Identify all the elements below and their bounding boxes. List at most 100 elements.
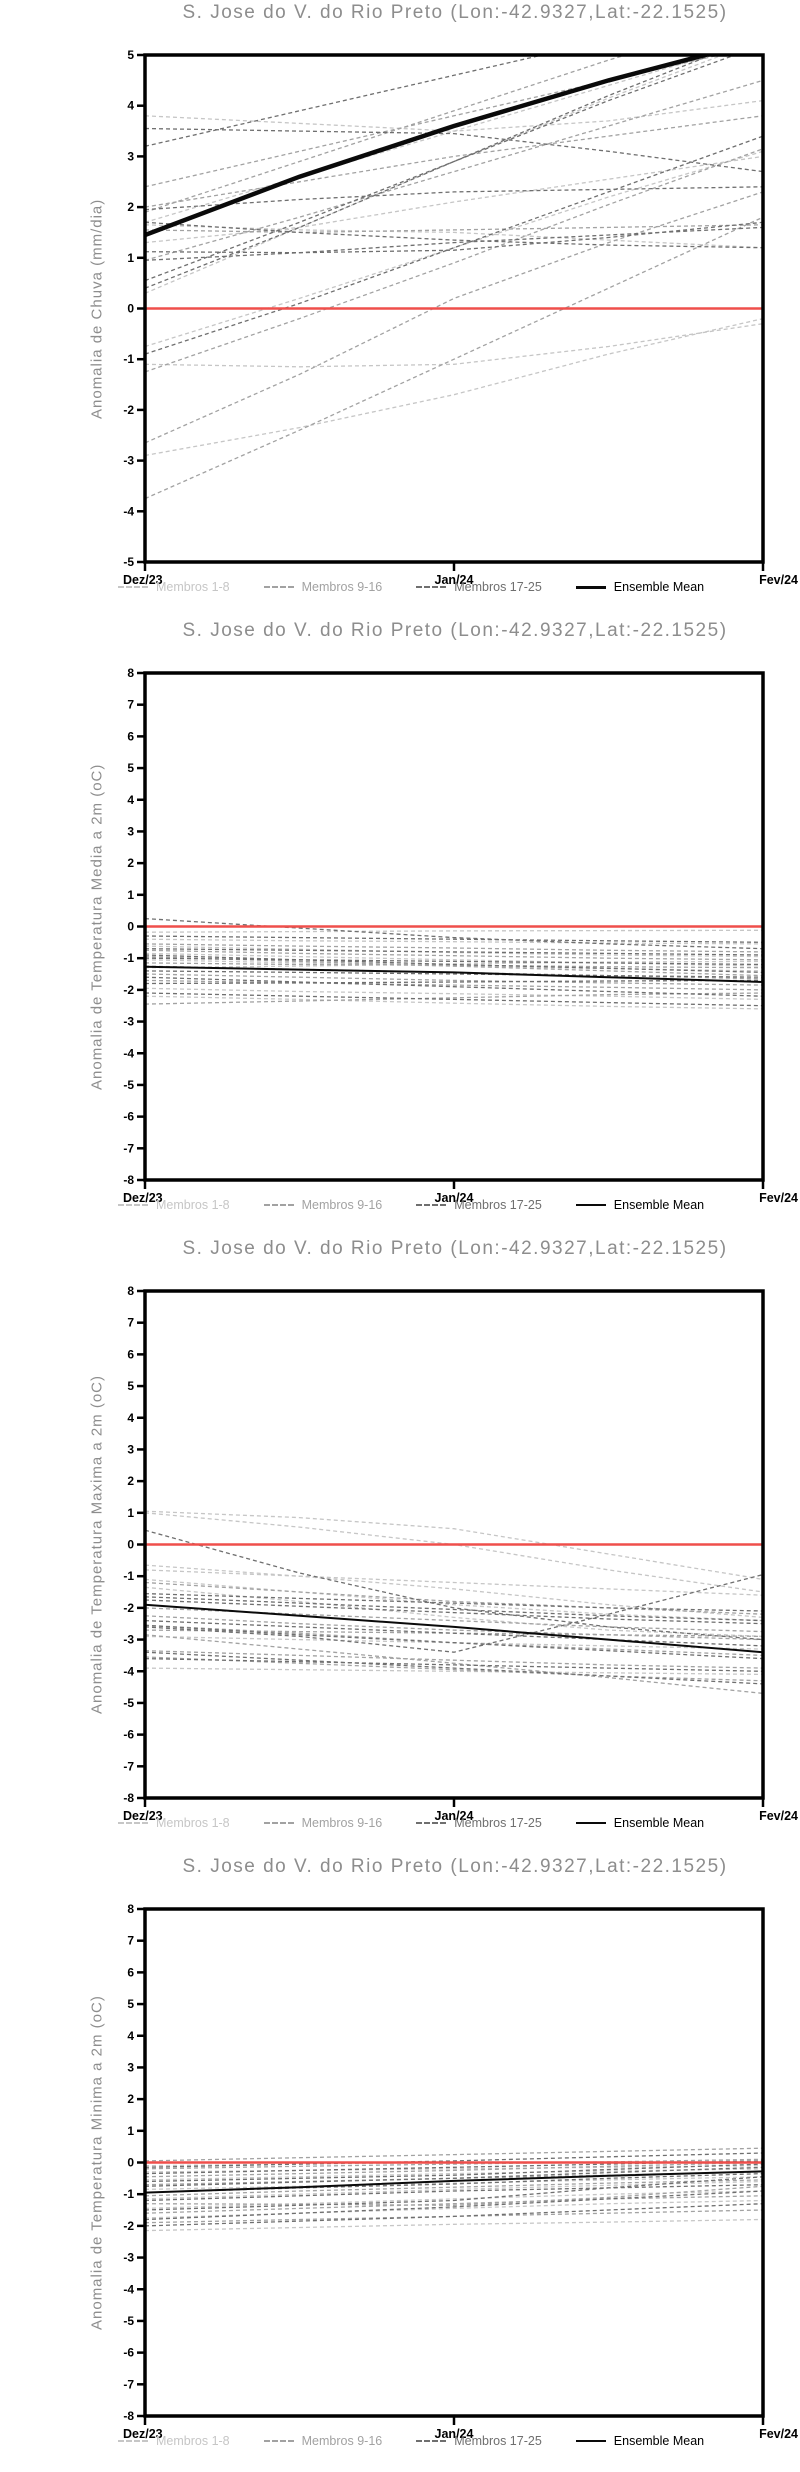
legend-label: Ensemble Mean (613, 1816, 705, 1830)
legend-label: Membros 1-8 (156, 580, 230, 594)
plot-svg-min-temp: -8 -7 -6 -5 -4 -3 -2 -1 0 1 2 3 4 5 6 7 8 Dez/23 Jan/24 Fev… (123, 1902, 798, 2441)
plot-svg-rain: -5 -4 -3 -2 -1 0 1 2 3 4 5 Dez/23 Jan/24 Fev/24 (123, 48, 798, 587)
y-axis-tick-label: -1 (123, 2187, 134, 2201)
chart-title: S. Jose do V. do Rio Preto (Lon:-42.9327… (182, 620, 728, 641)
y-axis-tick-label: -5 (123, 1078, 134, 1092)
ensemble-member-line-m17_25 (145, 2176, 763, 2211)
ensemble-member-line-m1_8 (145, 1512, 763, 1593)
y-axis-tick-label: 8 (127, 1902, 134, 1916)
y-axis-tick-label: 1 (127, 1506, 134, 1520)
ensemble-member-line-m1_8 (145, 1564, 763, 1619)
ensemble-member-line-m9_16 (145, 1634, 763, 1695)
ensemble-member-line-m1_8 (145, 2190, 763, 2210)
legend-line-swatch (118, 586, 148, 588)
ensemble-member-line-m1_8 (145, 1510, 763, 1581)
legend-label: Ensemble Mean (613, 580, 705, 594)
ensemble-member-line-m17_25 (145, 2203, 763, 2227)
y-axis-tick-label: 4 (127, 793, 134, 807)
ensemble-member-line-m17_25 (145, 2160, 763, 2175)
x-axis-tick-label: Fev/24 (759, 2427, 798, 2441)
y-axis-tick-label: 8 (127, 666, 134, 680)
ensemble-members-layer (145, 2147, 763, 2232)
ensemble-member-line-m9_16 (145, 216, 763, 500)
chart-title: S. Jose do V. do Rio Preto (Lon:-42.9327… (182, 1238, 728, 1259)
y-axis-tick-label: -6 (123, 2346, 134, 2360)
legend-item-mean: Ensemble Mean (575, 580, 705, 594)
y-axis-tick-label: 7 (127, 1316, 134, 1330)
legend-line-swatch (118, 1822, 148, 1824)
ensemble-member-line-m17_25 (145, 1624, 763, 1660)
legend-line-swatch (416, 586, 447, 588)
x-axis-tick-label: Jan/24 (435, 2427, 474, 2441)
legend-item-mean: Ensemble Mean (575, 1816, 705, 1830)
y-axis-tick-label: 2 (127, 200, 134, 214)
ensemble-member-line-m9_16 (145, 962, 763, 969)
y-axis-tick-label: 6 (127, 729, 134, 743)
ensemble-member-line-m17_25 (145, 917, 763, 950)
legend-item-m9_16: Membros 9-16 (263, 1816, 383, 1830)
legend-item-m17_25: Membros 17-25 (416, 1816, 542, 1830)
legend-label: Ensemble Mean (613, 2434, 705, 2448)
ensemble-member-line-m17_25 (145, 948, 763, 956)
ensemble-members-layer (145, 1510, 763, 1695)
ensemble-member-line-m9_16 (145, 148, 763, 373)
ensemble-member-line-m9_16 (145, 973, 763, 986)
ensemble-member-line-m17_25 (145, 135, 763, 355)
legend-line-swatch (575, 585, 606, 589)
y-axis-tick-label: 7 (127, 1934, 134, 1948)
chart-title: S. Jose do V. do Rio Preto (Lon:-42.9327… (182, 1856, 728, 1877)
y-axis-tick-label: -6 (123, 1728, 134, 1742)
y-axis-tick-label: -8 (123, 2409, 134, 2423)
y-axis-tick-label: 0 (127, 302, 134, 316)
legend-label: Membros 1-8 (156, 1198, 230, 1212)
ensemble-member-line-m1_8 (145, 987, 763, 1001)
legend-line-swatch (575, 1822, 606, 1824)
ensemble-member-line-m17_25 (145, 1573, 763, 1653)
ensemble-member-line-m17_25 (145, 2190, 763, 2221)
y-axis-tick-label: -3 (123, 1633, 134, 1647)
ensemble-member-line-m17_25 (145, 1592, 763, 1612)
ensemble-member-line-m1_8 (145, 1569, 763, 1596)
x-axis-tick-label: Dez/23 (123, 1191, 163, 1205)
y-axis-tick-label: 3 (127, 824, 134, 838)
x-axis-tick-label: Dez/23 (123, 573, 163, 587)
ensemble-member-line-m1_8 (145, 938, 763, 945)
ensemble-member-line-m1_8 (145, 2180, 763, 2200)
legend-label: Membros 9-16 (301, 580, 383, 594)
y-axis-tick-label: -4 (123, 2282, 134, 2296)
ensemble-member-line-m9_16 (145, 1650, 763, 1669)
legend-item-m17_25: Membros 17-25 (416, 580, 542, 594)
plot-svg-mean-temp: -8 -7 -6 -5 -4 -3 -2 -1 0 1 2 3 4 5 6 7 8 Dez/23 Jan/24 Fev… (123, 666, 798, 1205)
legend-label: Membros 9-16 (301, 1816, 383, 1830)
legend: Membros 1-8 Membros 9-16 Membros 17-25 Ense… (118, 580, 788, 594)
x-axis-tick-label: Fev/24 (759, 1191, 798, 1205)
y-axis-tick-label: 2 (127, 1474, 134, 1488)
legend: Membros 1-8 Membros 9-16 Membros 17-25 Ense… (118, 1816, 788, 1830)
ensemble-member-line-m1_8 (145, 2176, 763, 2191)
ensemble-member-line-m9_16 (145, 955, 763, 977)
ensemble-member-line-m9_16 (145, 2158, 763, 2170)
y-axis-tick-label: 2 (127, 2092, 134, 2106)
ensemble-member-line-m9_16 (145, 992, 763, 1005)
legend-item-mean: Ensemble Mean (575, 1198, 704, 1212)
legend: Membros 1-8 Membros 9-16 Membros 17-25 Ense… (118, 1198, 788, 1212)
legend-label: Membros 9-16 (301, 2434, 383, 2448)
legend-line-swatch (416, 1822, 447, 1824)
ensemble-mean-line (145, 55, 715, 238)
ensemble-member-line-m17_25 (145, 1619, 763, 1647)
legend-label: Membros 9-16 (301, 1198, 383, 1212)
legend-item-m9_16: Membros 9-16 (263, 1198, 383, 1212)
ensemble-member-line-m9_16 (145, 191, 763, 444)
y-axis-tick-label: -7 (123, 1759, 134, 1773)
legend-line-swatch (263, 1822, 294, 1824)
y-axis-tick-label: 7 (127, 698, 134, 712)
ensemble-member-line-m9_16 (145, 2179, 763, 2197)
chart-title: S. Jose do V. do Rio Preto (Lon:-42.9327… (182, 2, 728, 23)
y-axis-tick-label: -6 (123, 1110, 134, 1124)
ensemble-member-line-m17_25 (145, 221, 763, 249)
y-axis-tick-label: 1 (127, 251, 134, 265)
legend-line-swatch (263, 2440, 294, 2442)
legend-label: Membros 1-8 (156, 1816, 230, 1830)
y-axis-tick-label: 3 (127, 1442, 134, 1456)
x-axis-tick-label: Fev/24 (759, 1809, 798, 1823)
